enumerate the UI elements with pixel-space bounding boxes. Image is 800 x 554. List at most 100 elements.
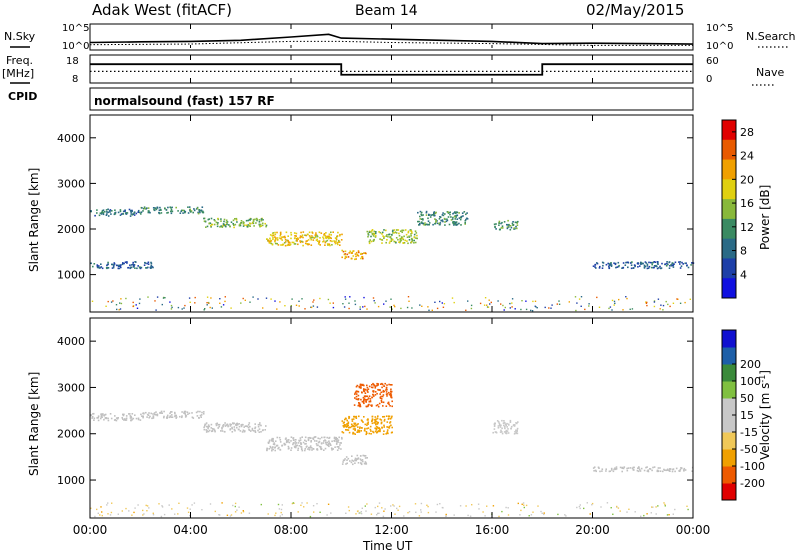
- scatter-mark: [145, 267, 147, 269]
- scatter-mark: [366, 389, 369, 391]
- scatter-mark: [652, 266, 655, 269]
- scatter-mark: [249, 225, 251, 227]
- scatter-mark: [419, 223, 421, 225]
- scatter-mark: [218, 425, 220, 428]
- scatter-mark: [609, 470, 612, 472]
- scatter-mark: [361, 253, 363, 255]
- scatter-mark: [181, 411, 183, 413]
- scatter-mark: [454, 218, 457, 220]
- scatter-mark: [285, 437, 287, 439]
- scatter-mark: [328, 233, 331, 236]
- scatter-mark: [380, 383, 382, 385]
- scatter-mark: [436, 503, 439, 506]
- scatter-mark: [383, 420, 386, 422]
- scatter-mark: [229, 225, 231, 228]
- scatter-mark: [282, 236, 285, 238]
- scatter-mark: [362, 401, 365, 404]
- scatter-mark: [372, 382, 374, 385]
- scatter-mark: [91, 417, 93, 419]
- scatter-mark: [316, 235, 319, 238]
- scatter-mark: [625, 261, 627, 264]
- scatter-mark: [377, 383, 380, 385]
- scatter-mark: [387, 426, 390, 429]
- scatter-mark: [506, 422, 508, 425]
- scatter-mark: [356, 254, 359, 256]
- colorbar-tick-label: 200: [740, 358, 761, 371]
- scatter-mark: [615, 468, 618, 470]
- scatter-mark: [593, 470, 595, 472]
- scatter-mark: [387, 432, 389, 435]
- scatter-mark: [146, 510, 148, 512]
- scatter-mark: [320, 442, 323, 444]
- scatter-mark: [271, 437, 273, 440]
- scatter-mark: [107, 417, 109, 420]
- scatter-mark: [92, 265, 94, 268]
- scatter-mark: [576, 302, 578, 304]
- scatter-mark: [346, 423, 348, 425]
- scatter-mark: [218, 423, 221, 426]
- scatter-mark: [132, 264, 135, 267]
- scatter-mark: [284, 239, 287, 241]
- scatter-mark: [382, 394, 385, 396]
- scatter-mark: [385, 229, 387, 232]
- scatter-mark: [379, 238, 381, 240]
- scatter-mark: [113, 262, 116, 264]
- scatter-mark: [247, 426, 250, 429]
- scatter-mark: [451, 297, 454, 299]
- scatter-mark: [98, 214, 101, 217]
- scatter-mark: [680, 467, 683, 470]
- scatter-mark: [374, 385, 377, 387]
- scatter-mark: [367, 398, 369, 401]
- scatter-mark: [316, 448, 318, 451]
- scatter-mark: [285, 439, 288, 442]
- scatter-mark: [367, 421, 369, 423]
- scatter-mark: [477, 503, 480, 505]
- scatter-mark: [375, 235, 377, 237]
- scatter-mark: [108, 210, 111, 212]
- scatter-mark: [371, 230, 373, 232]
- scatter-mark: [595, 470, 597, 473]
- scatter-mark: [385, 387, 388, 389]
- scatter-mark: [97, 512, 99, 514]
- scatter-mark: [664, 263, 667, 265]
- scatter-mark: [376, 427, 378, 430]
- scatter-mark: [453, 514, 455, 516]
- scatter-mark: [351, 425, 353, 428]
- scatter-mark: [106, 213, 108, 215]
- scatter-mark: [368, 230, 371, 233]
- scatter-mark: [161, 506, 164, 508]
- scatter-mark: [131, 213, 134, 216]
- scatter-mark: [143, 412, 145, 415]
- scatter-mark: [293, 243, 296, 245]
- scatter-mark: [355, 513, 357, 515]
- scatter-mark: [101, 211, 103, 214]
- scatter-mark: [638, 466, 640, 468]
- scatter-mark: [133, 511, 135, 514]
- scatter-mark: [96, 417, 98, 419]
- colorbar-tick-label: 20: [740, 173, 754, 186]
- scatter-mark: [683, 469, 685, 471]
- scatter-mark: [305, 443, 307, 445]
- scatter-mark: [446, 219, 449, 222]
- scatter-mark: [500, 429, 502, 432]
- scatter-mark: [335, 440, 338, 443]
- scatter-mark: [254, 431, 257, 433]
- scatter-mark: [366, 432, 368, 435]
- scatter-mark: [506, 226, 509, 228]
- scatter-mark: [504, 423, 507, 426]
- scatter-mark: [137, 504, 139, 506]
- scatter-mark: [323, 233, 326, 235]
- scatter-mark: [589, 513, 591, 515]
- scatter-mark: [220, 225, 222, 227]
- scatter-mark: [444, 224, 446, 226]
- scatter-mark: [614, 302, 616, 305]
- scatter-mark: [149, 211, 151, 214]
- scatter-mark: [347, 429, 350, 431]
- scatter-mark: [391, 230, 394, 232]
- scatter-mark: [487, 306, 490, 308]
- scatter-mark: [306, 502, 308, 504]
- scatter-mark: [99, 514, 101, 516]
- scatter-mark: [107, 267, 110, 269]
- scatter-mark: [344, 255, 347, 258]
- scatter-mark: [659, 470, 662, 472]
